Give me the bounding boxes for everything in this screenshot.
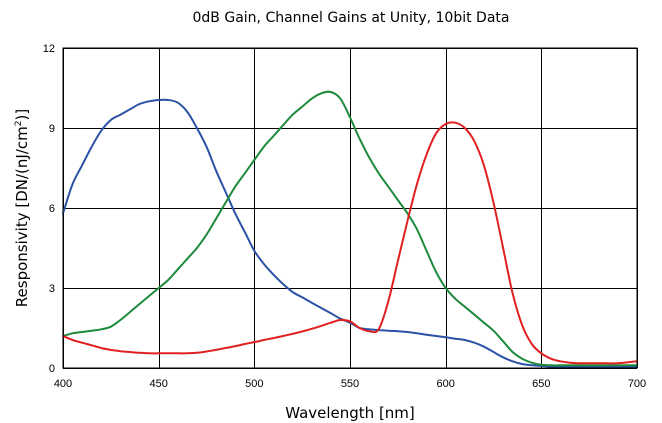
x-tick-label: 550 [341,378,359,390]
x-tick-label: 700 [628,378,646,390]
x-axis-label: Wavelength [nm] [285,404,415,422]
series-group [62,90,638,368]
x-tick-label: 600 [436,378,454,390]
x-tick-label: 650 [532,378,550,390]
y-axis-label-superscript: 2 [14,121,24,127]
series-line-1 [62,98,638,368]
series-line-3 [62,121,638,365]
plot-frame [62,47,638,369]
x-tick-label: 500 [245,378,263,390]
y-tick-labels: 0 3 6 9 12 [43,43,55,375]
y-tick-label: 9 [49,123,55,135]
y-tick-label: 6 [49,203,55,215]
y-tick-label: 0 [49,363,55,375]
y-axis-label-end: )] [13,109,31,121]
x-tick-label: 400 [54,378,72,390]
chart-title: 0dB Gain, Channel Gains at Unity, 10bit … [193,10,510,26]
x-tick-label: 450 [149,378,167,390]
y-tick-label: 3 [49,283,55,295]
y-axis-label: Responsivity [DN/(nJ/cm2)] [13,109,31,307]
series-line-2 [62,90,638,367]
y-axis-label-main: Responsivity [DN/(nJ/cm [13,126,31,307]
y-tick-label: 12 [43,43,55,55]
x-tick-labels: 400 450 500 550 600 650 700 [54,378,646,390]
